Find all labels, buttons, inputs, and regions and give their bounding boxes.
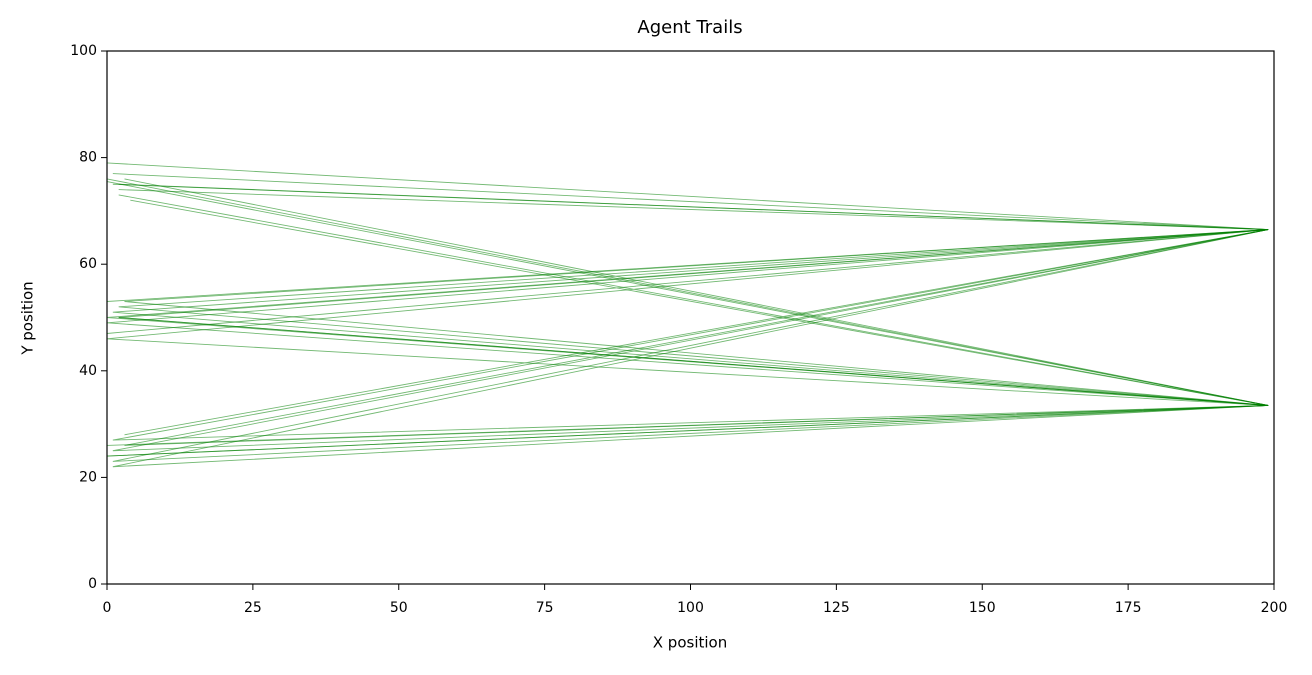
x-tick-label: 100 bbox=[677, 600, 704, 616]
y-tick-label: 80 bbox=[79, 150, 97, 166]
chart-title: Agent Trails bbox=[637, 17, 742, 38]
x-tick-label: 0 bbox=[103, 600, 112, 616]
y-axis-label: Y position bbox=[19, 281, 37, 355]
trail-line bbox=[106, 178, 1269, 446]
y-tick-label: 40 bbox=[79, 363, 97, 379]
x-tick-label: 50 bbox=[390, 600, 408, 616]
trail-line bbox=[106, 183, 1269, 457]
trail-line bbox=[106, 194, 1269, 436]
x-tick-label: 150 bbox=[969, 600, 996, 616]
x-tick-label: 75 bbox=[536, 600, 554, 616]
x-tick-label: 175 bbox=[1115, 600, 1142, 616]
y-tick-label: 0 bbox=[88, 576, 97, 592]
trail-line bbox=[106, 189, 1269, 446]
trail-line bbox=[106, 162, 1269, 468]
x-tick-label: 200 bbox=[1261, 600, 1288, 616]
y-tick-label: 20 bbox=[79, 469, 97, 485]
x-tick-label: 25 bbox=[244, 600, 262, 616]
trail-line bbox=[106, 178, 1269, 406]
x-tick-label: 125 bbox=[823, 600, 850, 616]
trail-line bbox=[106, 199, 1269, 462]
x-axis-label: X position bbox=[653, 634, 727, 652]
y-tick-label: 60 bbox=[79, 256, 97, 272]
y-tick-label: 100 bbox=[70, 43, 97, 59]
